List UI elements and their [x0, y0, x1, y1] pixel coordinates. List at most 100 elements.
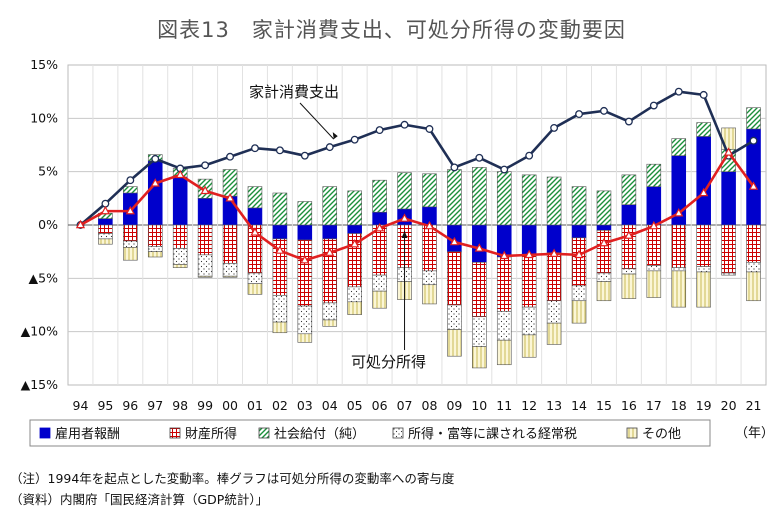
bar-segment	[721, 272, 736, 276]
y-tick-label: ▲10%	[21, 324, 59, 339]
bar-segment	[197, 254, 213, 277]
data-point	[226, 152, 234, 161]
bar-segment	[123, 224, 138, 242]
bar-segment	[98, 233, 113, 240]
data-point	[550, 123, 559, 132]
data-point	[251, 144, 259, 153]
bar-segment	[172, 264, 188, 268]
bar-segment	[172, 224, 188, 249]
bar-segment	[297, 239, 313, 307]
data-point	[450, 163, 459, 172]
data-point	[624, 230, 634, 239]
data-point	[200, 185, 210, 195]
bar-segment	[721, 224, 736, 274]
bar-segment	[472, 316, 487, 347]
legend-label: 社会給付（純）	[274, 426, 365, 442]
bar-segment	[496, 171, 512, 226]
bar-segment	[247, 283, 263, 295]
data-point	[225, 193, 235, 202]
series-line	[79, 90, 755, 226]
data-point	[325, 143, 334, 152]
bar-segment	[172, 176, 188, 226]
x-tick-label: 01	[247, 398, 263, 413]
legend-swatch	[169, 427, 181, 439]
x-tick-label: 18	[671, 398, 687, 413]
bar-segment	[322, 186, 338, 226]
bar-segment	[272, 192, 288, 226]
y-tick-label: 10%	[30, 110, 58, 125]
bar-segment	[447, 304, 462, 330]
bar-segment	[571, 285, 587, 302]
data-point	[201, 161, 210, 170]
bar-segment	[746, 224, 761, 263]
bar-segment	[621, 204, 637, 226]
data-point	[723, 147, 734, 156]
x-tick-label: 98	[172, 398, 188, 413]
data-point	[374, 222, 385, 232]
data-point	[375, 126, 384, 135]
bar-segment	[347, 286, 362, 303]
bar-segment	[571, 237, 587, 287]
bar-segment	[521, 174, 537, 226]
bar-segment	[222, 275, 238, 278]
x-tick-label: 00	[222, 398, 238, 413]
footnote: （注）1994年を起点とした変動率。棒グラフは可処分所得の変動率への寄与度	[10, 471, 455, 486]
bar-segment	[546, 322, 562, 345]
bar-segment	[472, 167, 487, 226]
y-tick-label: ▲15%	[21, 377, 59, 392]
data-point	[549, 248, 559, 257]
bar-segment	[272, 321, 288, 334]
bar-segment	[123, 247, 138, 261]
bar-segment	[272, 224, 288, 240]
bar-segment	[422, 224, 437, 272]
data-point	[474, 243, 484, 252]
arrow-head	[401, 231, 408, 238]
bar-segment	[447, 169, 462, 226]
bar-segment	[322, 302, 338, 321]
bar-segment	[696, 271, 711, 308]
annotation-income: 可処分所得	[351, 353, 426, 371]
bar-segment	[247, 186, 263, 209]
data-point	[749, 136, 758, 145]
data-point	[175, 169, 185, 179]
x-tick-label: 20	[721, 398, 737, 413]
data-point	[325, 247, 335, 256]
legend-swatch	[258, 427, 270, 439]
x-tick-label: 05	[347, 398, 363, 413]
bar-segment	[571, 300, 587, 324]
bar-segment	[123, 240, 138, 248]
bar-segment	[521, 306, 537, 336]
bar-segment	[621, 268, 637, 275]
bar-segment	[297, 305, 313, 335]
x-tick-label: 06	[372, 398, 388, 413]
bar-segment	[123, 186, 138, 194]
bar-segment	[472, 262, 487, 318]
data-point	[350, 135, 359, 144]
annotation-arrow	[299, 102, 335, 140]
data-point	[649, 101, 658, 110]
data-point	[524, 249, 534, 259]
data-point	[748, 181, 759, 190]
bar-segment	[646, 224, 662, 266]
bar-segment	[147, 224, 163, 247]
bar-segment	[546, 300, 562, 324]
bar-segment	[247, 272, 263, 284]
x-tick-label: 03	[297, 398, 313, 413]
y-tick-label: ▲5%	[29, 270, 59, 285]
x-tick-label: 95	[97, 398, 113, 413]
x-tick-label: 09	[446, 398, 462, 413]
bar-segment	[621, 273, 637, 299]
x-tick-label: 16	[621, 398, 637, 413]
source-note: （資料）内閣府「国民経済計算（GDP統計）」	[10, 492, 269, 507]
data-point	[624, 117, 633, 126]
x-tick-label: 08	[422, 398, 438, 413]
bar-segment	[297, 224, 313, 241]
x-tick-label: 02	[272, 398, 288, 413]
bar-segment	[147, 160, 163, 226]
bar-segment	[372, 179, 387, 213]
bar-segment	[596, 230, 612, 274]
data-point	[674, 208, 684, 217]
bar-segment	[422, 270, 437, 286]
legend-label: 所得・富等に課される経常税	[408, 426, 577, 442]
y-tick-label: 5%	[38, 164, 58, 179]
